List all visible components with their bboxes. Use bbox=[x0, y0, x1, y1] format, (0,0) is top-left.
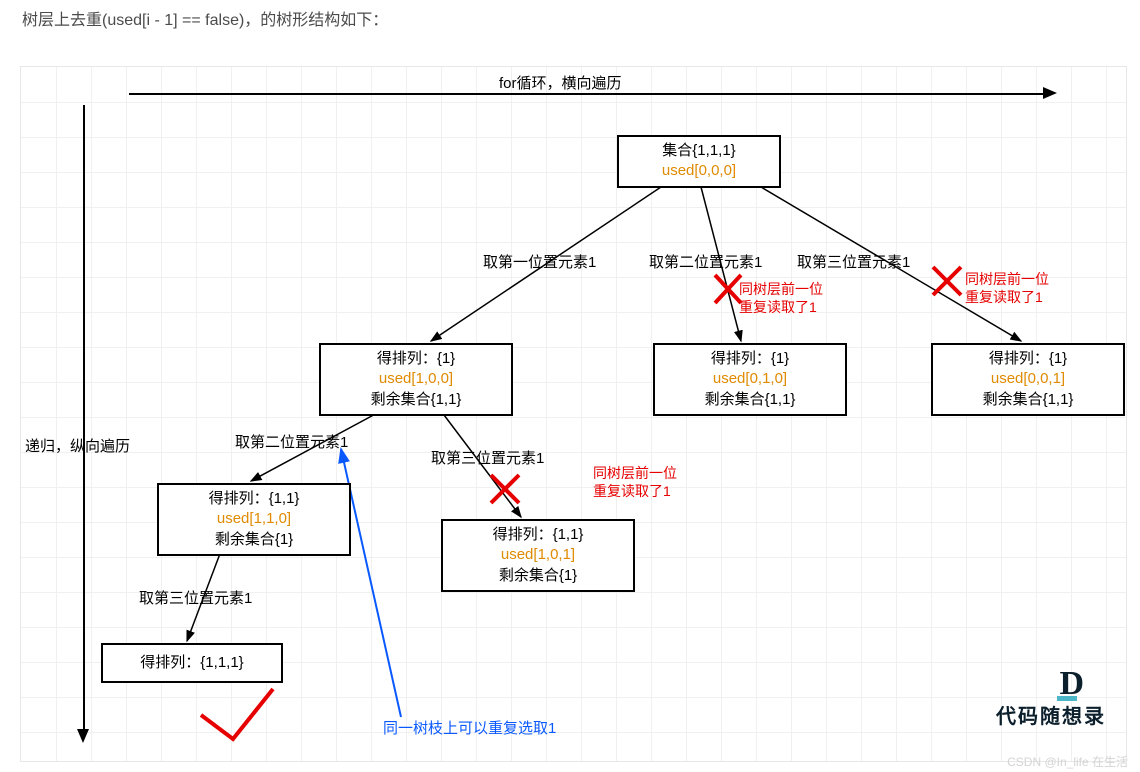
node-used: used[1,0,0] bbox=[331, 369, 501, 389]
node-used: used[0,0,0] bbox=[629, 161, 769, 181]
logo-icon: D bbox=[1059, 665, 1084, 703]
edge-label-e1: 取第一位置元素1 bbox=[483, 251, 596, 272]
page-title: 树层上去重(used[i - 1] == false)，的树形结构如下： bbox=[22, 6, 388, 30]
node-used: used[0,1,0] bbox=[665, 369, 835, 389]
node-line: 得排列：{1} bbox=[943, 349, 1113, 369]
watermark: CSDN @In_life 在生活 bbox=[1007, 753, 1128, 770]
node-line: 得排列：{1} bbox=[665, 349, 835, 369]
red-note-1a: 同树层前一位 bbox=[739, 281, 823, 299]
node-line: 剩余集合{1} bbox=[169, 530, 339, 550]
edge-label-e3: 取第三位置元素1 bbox=[797, 251, 910, 272]
page: 树层上去重(used[i - 1] == false)，的树形结构如下： for… bbox=[0, 0, 1140, 772]
edge-label-e4: 取第二位置元素1 bbox=[235, 431, 348, 452]
red-note-3a: 同树层前一位 bbox=[593, 465, 677, 483]
red-note-3b: 重复读取了1 bbox=[593, 483, 671, 501]
edge-label-e6: 取第三位置元素1 bbox=[139, 587, 252, 608]
node-line: 剩余集合{1,1} bbox=[665, 390, 835, 410]
node-used: used[1,0,1] bbox=[453, 545, 623, 565]
node-leaf: 得排列：{1,1,1} bbox=[101, 643, 283, 683]
logo-text: 代码随想录 bbox=[996, 700, 1106, 729]
node-line: 得排列：{1} bbox=[331, 349, 501, 369]
node-l1c: 得排列：{1} used[0,0,1] 剩余集合{1,1} bbox=[931, 343, 1125, 416]
node-used: used[0,0,1] bbox=[943, 369, 1113, 389]
node-l1a: 得排列：{1} used[1,0,0] 剩余集合{1,1} bbox=[319, 343, 513, 416]
node-line: 剩余集合{1,1} bbox=[331, 390, 501, 410]
edge-label-e2: 取第二位置元素1 bbox=[649, 251, 762, 272]
node-l2a: 得排列：{1,1} used[1,1,0] 剩余集合{1} bbox=[157, 483, 351, 556]
edge-label-e5: 取第三位置元素1 bbox=[431, 447, 544, 468]
node-line: 得排列：{1,1,1} bbox=[107, 653, 277, 673]
node-line: 集合{1,1,1} bbox=[629, 141, 769, 161]
node-used: used[1,1,0] bbox=[169, 509, 339, 529]
node-line: 得排列：{1,1} bbox=[453, 525, 623, 545]
blue-note: 同一树枝上可以重复选取1 bbox=[383, 717, 556, 738]
node-line: 剩余集合{1,1} bbox=[943, 390, 1113, 410]
node-l2b: 得排列：{1,1} used[1,0,1] 剩余集合{1} bbox=[441, 519, 635, 592]
node-root: 集合{1,1,1} used[0,0,0] bbox=[617, 135, 781, 188]
red-note-1b: 重复读取了1 bbox=[739, 299, 817, 317]
node-line: 剩余集合{1} bbox=[453, 566, 623, 586]
red-note-2b: 重复读取了1 bbox=[965, 289, 1043, 307]
red-note-2a: 同树层前一位 bbox=[965, 271, 1049, 289]
diagram-canvas: for循环，横向遍历 递归，纵向遍历 bbox=[20, 66, 1127, 762]
node-l1b: 得排列：{1} used[0,1,0] 剩余集合{1,1} bbox=[653, 343, 847, 416]
node-line: 得排列：{1,1} bbox=[169, 489, 339, 509]
